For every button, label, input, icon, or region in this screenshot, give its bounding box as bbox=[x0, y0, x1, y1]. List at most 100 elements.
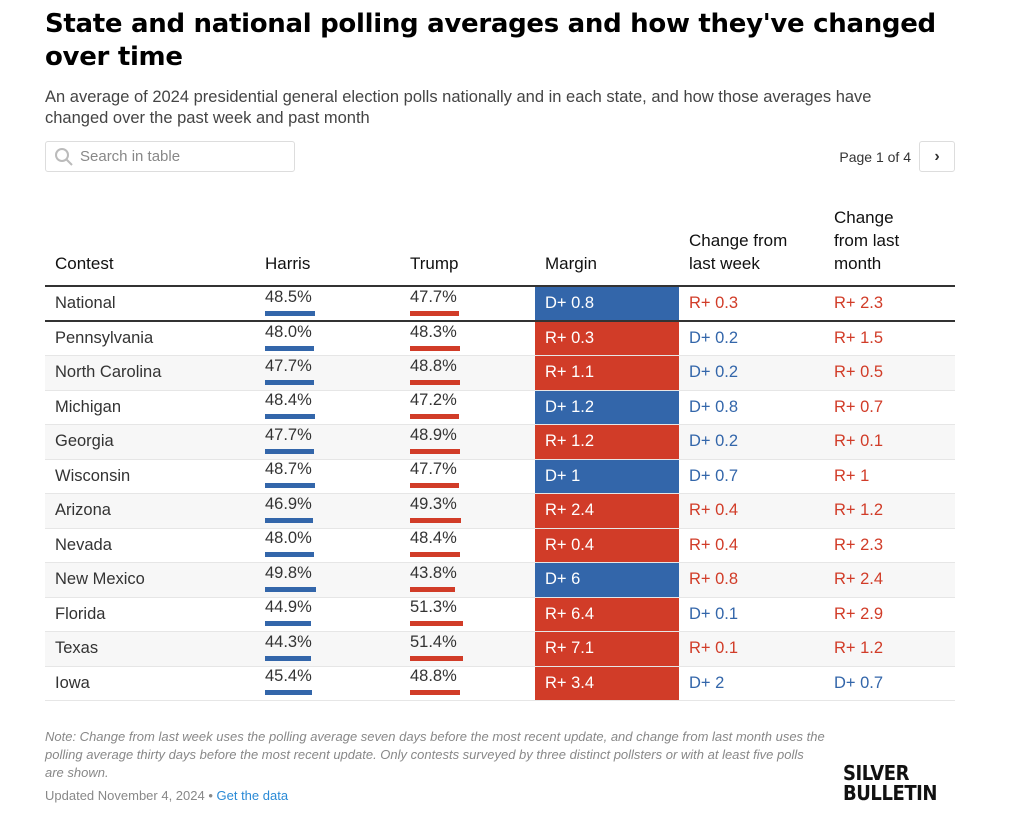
next-page-button[interactable]: › bbox=[919, 141, 955, 172]
harris-pct: 44.3% bbox=[265, 632, 312, 651]
contest-cell: National bbox=[45, 286, 255, 322]
trump-cell: 48.3% bbox=[400, 321, 535, 356]
harris-bar bbox=[265, 655, 311, 661]
table-row: Nevada 48.0% 48.4% R+ 0.4 R+ 0.4 R+ 2.3 bbox=[45, 528, 955, 563]
week-change-cell: R+ 0.1 bbox=[679, 631, 824, 667]
harris-cell: 46.9% bbox=[255, 493, 400, 529]
trump-pct: 49.3% bbox=[410, 494, 457, 513]
trump-cell: 51.3% bbox=[400, 597, 535, 632]
trump-pct: 51.3% bbox=[410, 598, 457, 617]
harris-pct: 46.9% bbox=[265, 494, 312, 513]
month-change-cell: R+ 1 bbox=[824, 459, 955, 494]
silver-bulletin-logo: SILVER BULLETIN bbox=[843, 761, 938, 805]
harris-cell: 48.0% bbox=[255, 528, 400, 563]
month-change-cell: R+ 0.7 bbox=[824, 390, 955, 425]
contest-cell: North Carolina bbox=[45, 355, 255, 391]
page-title: State and national polling averages and … bbox=[45, 9, 936, 72]
table-row: Texas 44.3% 51.4% R+ 7.1 R+ 0.1 R+ 1.2 bbox=[45, 631, 955, 667]
trump-pct: 51.4% bbox=[410, 632, 457, 651]
harris-bar bbox=[265, 483, 316, 489]
month-change-cell: R+ 2.9 bbox=[824, 597, 955, 632]
header-contest[interactable]: Contest bbox=[45, 205, 255, 287]
header-month-change[interactable]: Change from last month bbox=[824, 205, 955, 287]
harris-bar bbox=[265, 621, 312, 627]
harris-cell: 49.8% bbox=[255, 562, 400, 598]
trump-bar bbox=[410, 414, 459, 420]
search-placeholder: Search in table bbox=[80, 148, 181, 165]
harris-pct: 48.0% bbox=[265, 322, 312, 341]
trump-bar bbox=[410, 586, 456, 592]
week-change-cell: R+ 0.4 bbox=[679, 528, 824, 563]
trump-bar bbox=[410, 552, 460, 558]
harris-cell: 44.3% bbox=[255, 631, 400, 667]
trump-cell: 48.9% bbox=[400, 424, 535, 460]
harris-pct: 47.7% bbox=[265, 356, 312, 375]
month-change-cell: R+ 2.3 bbox=[824, 528, 955, 563]
margin-cell: R+ 1.1 bbox=[535, 355, 679, 391]
trump-cell: 48.8% bbox=[400, 666, 535, 701]
harris-pct: 45.4% bbox=[265, 667, 312, 686]
harris-pct: 49.8% bbox=[265, 563, 312, 582]
harris-bar bbox=[265, 517, 314, 523]
trump-bar bbox=[410, 379, 461, 385]
harris-bar bbox=[265, 690, 312, 696]
contest-cell: Wisconsin bbox=[45, 459, 255, 494]
trump-bar bbox=[410, 345, 460, 351]
polling-table: Contest Harris Trump Margin Change from … bbox=[45, 205, 955, 701]
table-row: North Carolina 47.7% 48.8% R+ 1.1 D+ 0.2… bbox=[45, 355, 955, 391]
trump-pct: 48.3% bbox=[410, 322, 457, 341]
month-change-cell: R+ 1.2 bbox=[824, 631, 955, 667]
margin-cell: D+ 0.8 bbox=[535, 286, 679, 322]
harris-cell: 45.4% bbox=[255, 666, 400, 701]
contest-cell: Arizona bbox=[45, 493, 255, 529]
harris-bar bbox=[265, 552, 315, 558]
margin-cell: R+ 3.4 bbox=[535, 666, 679, 701]
subtitle: An average of 2024 presidential general … bbox=[45, 88, 872, 127]
updated-line: Updated November 4, 2024 • Get the data bbox=[45, 788, 288, 803]
harris-cell: 48.7% bbox=[255, 459, 400, 494]
header-week-change[interactable]: Change from last week bbox=[679, 205, 824, 287]
margin-cell: D+ 6 bbox=[535, 562, 679, 598]
trump-cell: 48.4% bbox=[400, 528, 535, 563]
trump-cell: 47.7% bbox=[400, 459, 535, 494]
pagination: Page 1 of 4 › bbox=[839, 141, 955, 172]
harris-pct: 48.4% bbox=[265, 391, 312, 410]
trump-bar bbox=[410, 621, 463, 627]
chevron-right-icon: › bbox=[934, 147, 940, 165]
get-data-link[interactable]: Get the data bbox=[216, 788, 289, 803]
month-change-cell: R+ 2.3 bbox=[824, 286, 955, 322]
harris-cell: 48.0% bbox=[255, 321, 400, 356]
contest-cell: Georgia bbox=[45, 424, 255, 460]
harris-pct: 44.9% bbox=[265, 598, 312, 617]
week-change-cell: D+ 0.1 bbox=[679, 597, 824, 632]
contest-cell: Michigan bbox=[45, 390, 255, 425]
table-row: Wisconsin 48.7% 47.7% D+ 1 D+ 0.7 R+ 1 bbox=[45, 459, 955, 494]
updated-date: Updated November 4, 2024 • bbox=[45, 788, 217, 803]
table-row: Pennsylvania 48.0% 48.3% R+ 0.3 D+ 0.2 R… bbox=[45, 321, 955, 356]
week-change-cell: D+ 0.2 bbox=[679, 321, 824, 356]
contest-cell: Florida bbox=[45, 597, 255, 632]
trump-bar bbox=[410, 483, 460, 489]
table-row: New Mexico 49.8% 43.8% D+ 6 R+ 0.8 R+ 2.… bbox=[45, 562, 955, 598]
trump-pct: 48.9% bbox=[410, 425, 457, 444]
trump-pct: 47.7% bbox=[410, 287, 457, 306]
harris-pct: 48.5% bbox=[265, 287, 312, 306]
trump-cell: 49.3% bbox=[400, 493, 535, 529]
trump-pct: 47.2% bbox=[410, 391, 457, 410]
harris-pct: 48.7% bbox=[265, 460, 312, 479]
header-trump[interactable]: Trump bbox=[400, 205, 535, 287]
trump-cell: 47.2% bbox=[400, 390, 535, 425]
harris-cell: 44.9% bbox=[255, 597, 400, 632]
month-change-cell: R+ 2.4 bbox=[824, 562, 955, 598]
search-input[interactable]: Search in table bbox=[45, 141, 295, 172]
harris-bar bbox=[265, 448, 315, 454]
header-margin[interactable]: Margin bbox=[535, 205, 679, 287]
week-change-cell: D+ 0.2 bbox=[679, 355, 824, 391]
footnote: Note: Change from last week uses the pol… bbox=[45, 729, 825, 780]
week-change-cell: R+ 0.8 bbox=[679, 562, 824, 598]
header-harris[interactable]: Harris bbox=[255, 205, 400, 287]
trump-pct: 48.8% bbox=[410, 667, 457, 686]
margin-cell: D+ 1.2 bbox=[535, 390, 679, 425]
margin-cell: R+ 0.4 bbox=[535, 528, 679, 563]
month-change-cell: R+ 0.1 bbox=[824, 424, 955, 460]
